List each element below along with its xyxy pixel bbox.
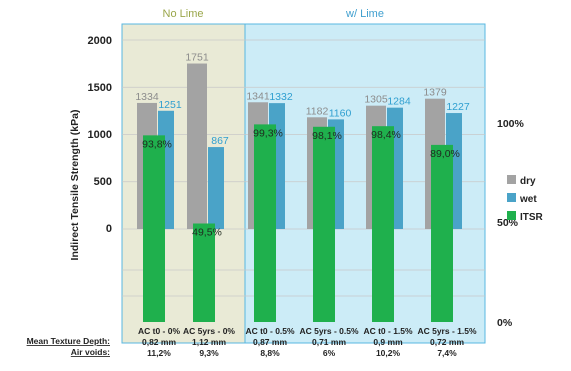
air-voids-value: 8,8% (260, 348, 280, 358)
texture-row-label: Mean Texture Depth: (27, 336, 111, 346)
air-voids-value: 6% (323, 348, 336, 358)
legend: dry wet ITSR (507, 175, 544, 223)
category-label: AC t0 - 0.5% (245, 326, 295, 336)
data-label-wet: 1284 (387, 96, 411, 108)
category-label: AC 5yrs - 0.5% (299, 326, 358, 336)
y2-tick-label: 0% (497, 317, 513, 329)
data-label-wet: 867 (211, 135, 229, 147)
y-axis: 2000 1500 1000 500 0 (88, 35, 112, 235)
data-label-itsr: 89,0% (430, 148, 460, 160)
bar-itsr (313, 126, 335, 322)
texture-depth-value: 1,12 mm (192, 337, 226, 347)
legend-label-dry: dry (520, 176, 536, 187)
legend-label-wet: wet (519, 194, 537, 205)
y2-axis: 100% 50% 0% (497, 118, 525, 329)
data-label-wet: 1332 (269, 91, 293, 103)
data-label-wet: 1160 (329, 107, 352, 119)
bar-itsr (193, 223, 215, 322)
data-label-itsr: 49,5% (192, 226, 222, 238)
texture-depth-value: 0,9 mm (373, 337, 403, 347)
data-label-itsr: 98,1% (312, 130, 342, 142)
bar-itsr (372, 126, 394, 323)
bar-itsr (431, 144, 453, 322)
bar-itsr (254, 124, 276, 322)
legend-swatch-dry (507, 175, 516, 184)
texture-depth-value: 0,71 mm (312, 337, 346, 347)
data-label-dry: 1305 (364, 94, 388, 106)
gridlines (122, 39, 485, 297)
y-axis-title: Indirect Tensile Strength (kPa) (69, 110, 81, 261)
data-label-dry: 1751 (185, 52, 209, 64)
data-label-wet: 1251 (158, 99, 182, 111)
y2-tick-label: 100% (497, 118, 525, 130)
y-tick-label: 500 (94, 176, 112, 188)
y-tick-label: 0 (106, 223, 112, 235)
legend-swatch-wet (507, 193, 516, 202)
y-tick-label: 1000 (88, 129, 112, 141)
bar-wet (208, 147, 224, 229)
data-label-wet: 1227 (446, 101, 470, 113)
y-tick-label: 1500 (88, 82, 112, 94)
group-title-w-lime: w/ Lime (345, 8, 384, 20)
category-label: AC t0 - 0% (138, 326, 180, 336)
data-label-dry: 1334 (135, 91, 159, 103)
y-tick-label: 2000 (88, 35, 112, 47)
category-label: AC 5yrs - 0% (183, 326, 235, 336)
bar-itsr (143, 135, 165, 322)
data-label-dry: 1341 (246, 90, 270, 102)
air-voids-row-label: Air voids: (71, 347, 110, 357)
texture-depth-value: 0,72 mm (430, 337, 464, 347)
category-label: AC 5yrs - 1.5% (417, 326, 476, 336)
air-voids-value: 7,4% (437, 348, 457, 358)
air-voids-value: 10,2% (376, 348, 401, 358)
data-label-dry: 1379 (423, 87, 447, 99)
bar-dry (187, 63, 207, 229)
texture-depth-value: 0,82 mm (142, 337, 176, 347)
data-label-itsr: 99,3% (253, 127, 283, 139)
legend-label-itsr: ITSR (520, 212, 544, 223)
air-voids-value: 9,3% (199, 348, 219, 358)
texture-depth-value: 0,87 mm (253, 337, 287, 347)
bars (137, 63, 462, 323)
data-label-itsr: 93,8% (142, 138, 172, 150)
group-title-no-lime: No Lime (163, 8, 204, 20)
air-voids-value: 11,2% (147, 348, 171, 358)
legend-swatch-itsr (507, 211, 516, 220)
data-label-itsr: 98,4% (371, 129, 401, 141)
category-label: AC t0 - 1.5% (363, 326, 413, 336)
data-label-dry: 1182 (306, 105, 329, 117)
